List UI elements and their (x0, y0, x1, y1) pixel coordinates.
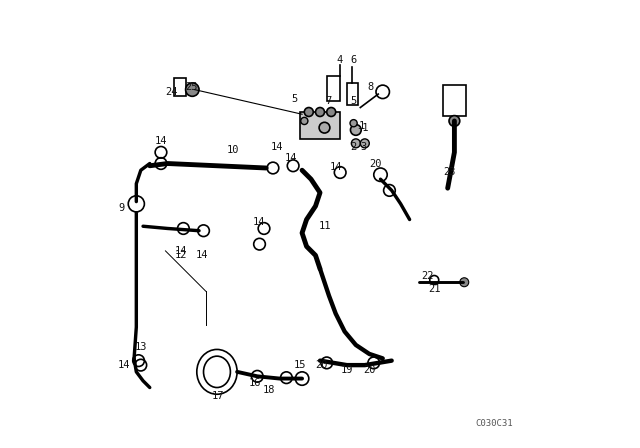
Text: 7: 7 (325, 96, 331, 106)
Text: 4: 4 (336, 56, 342, 65)
Text: 20: 20 (363, 365, 376, 375)
Bar (327, 76, 340, 101)
Text: 14: 14 (285, 153, 297, 163)
Text: 2: 2 (351, 142, 356, 152)
Text: 14: 14 (271, 142, 284, 152)
Text: 5: 5 (291, 94, 297, 103)
Text: 9: 9 (119, 203, 125, 213)
Circle shape (319, 122, 330, 133)
Circle shape (301, 117, 308, 125)
Circle shape (350, 120, 357, 127)
Circle shape (186, 83, 199, 96)
Text: 8: 8 (367, 82, 374, 92)
Text: 22: 22 (421, 271, 434, 280)
Text: 15: 15 (294, 360, 306, 370)
Circle shape (351, 139, 360, 148)
Bar (300, 112, 340, 139)
Text: 14: 14 (175, 246, 188, 256)
Text: 14: 14 (118, 360, 131, 370)
Circle shape (449, 116, 460, 126)
Text: 3: 3 (360, 142, 367, 152)
Bar (347, 83, 358, 105)
Text: 17: 17 (212, 392, 224, 401)
Text: 10: 10 (227, 145, 239, 155)
Circle shape (327, 108, 336, 116)
Text: 12: 12 (175, 250, 188, 260)
Text: 1: 1 (358, 121, 365, 131)
Text: 25: 25 (186, 82, 198, 92)
Bar (174, 78, 186, 96)
Text: 20: 20 (315, 360, 328, 370)
Bar (443, 85, 466, 116)
Text: 6: 6 (351, 56, 356, 65)
Text: 19: 19 (340, 365, 353, 375)
Text: 14: 14 (155, 136, 167, 146)
Text: 21: 21 (428, 284, 440, 294)
Text: 14: 14 (330, 162, 342, 172)
Text: 16: 16 (249, 378, 261, 388)
Text: 24: 24 (165, 87, 177, 97)
Circle shape (316, 108, 324, 116)
Text: 14: 14 (196, 250, 209, 260)
Circle shape (360, 139, 369, 148)
Circle shape (304, 108, 314, 116)
Text: C030C31: C030C31 (475, 419, 513, 428)
Text: 14: 14 (252, 217, 265, 227)
Text: 23: 23 (444, 168, 456, 177)
Text: -1: -1 (356, 123, 369, 133)
Text: 20: 20 (369, 159, 381, 168)
Circle shape (351, 125, 361, 135)
Text: 13: 13 (134, 342, 147, 352)
Text: 18: 18 (262, 385, 275, 395)
Text: 11: 11 (319, 221, 332, 231)
Text: 5: 5 (351, 96, 356, 106)
Circle shape (460, 278, 468, 287)
